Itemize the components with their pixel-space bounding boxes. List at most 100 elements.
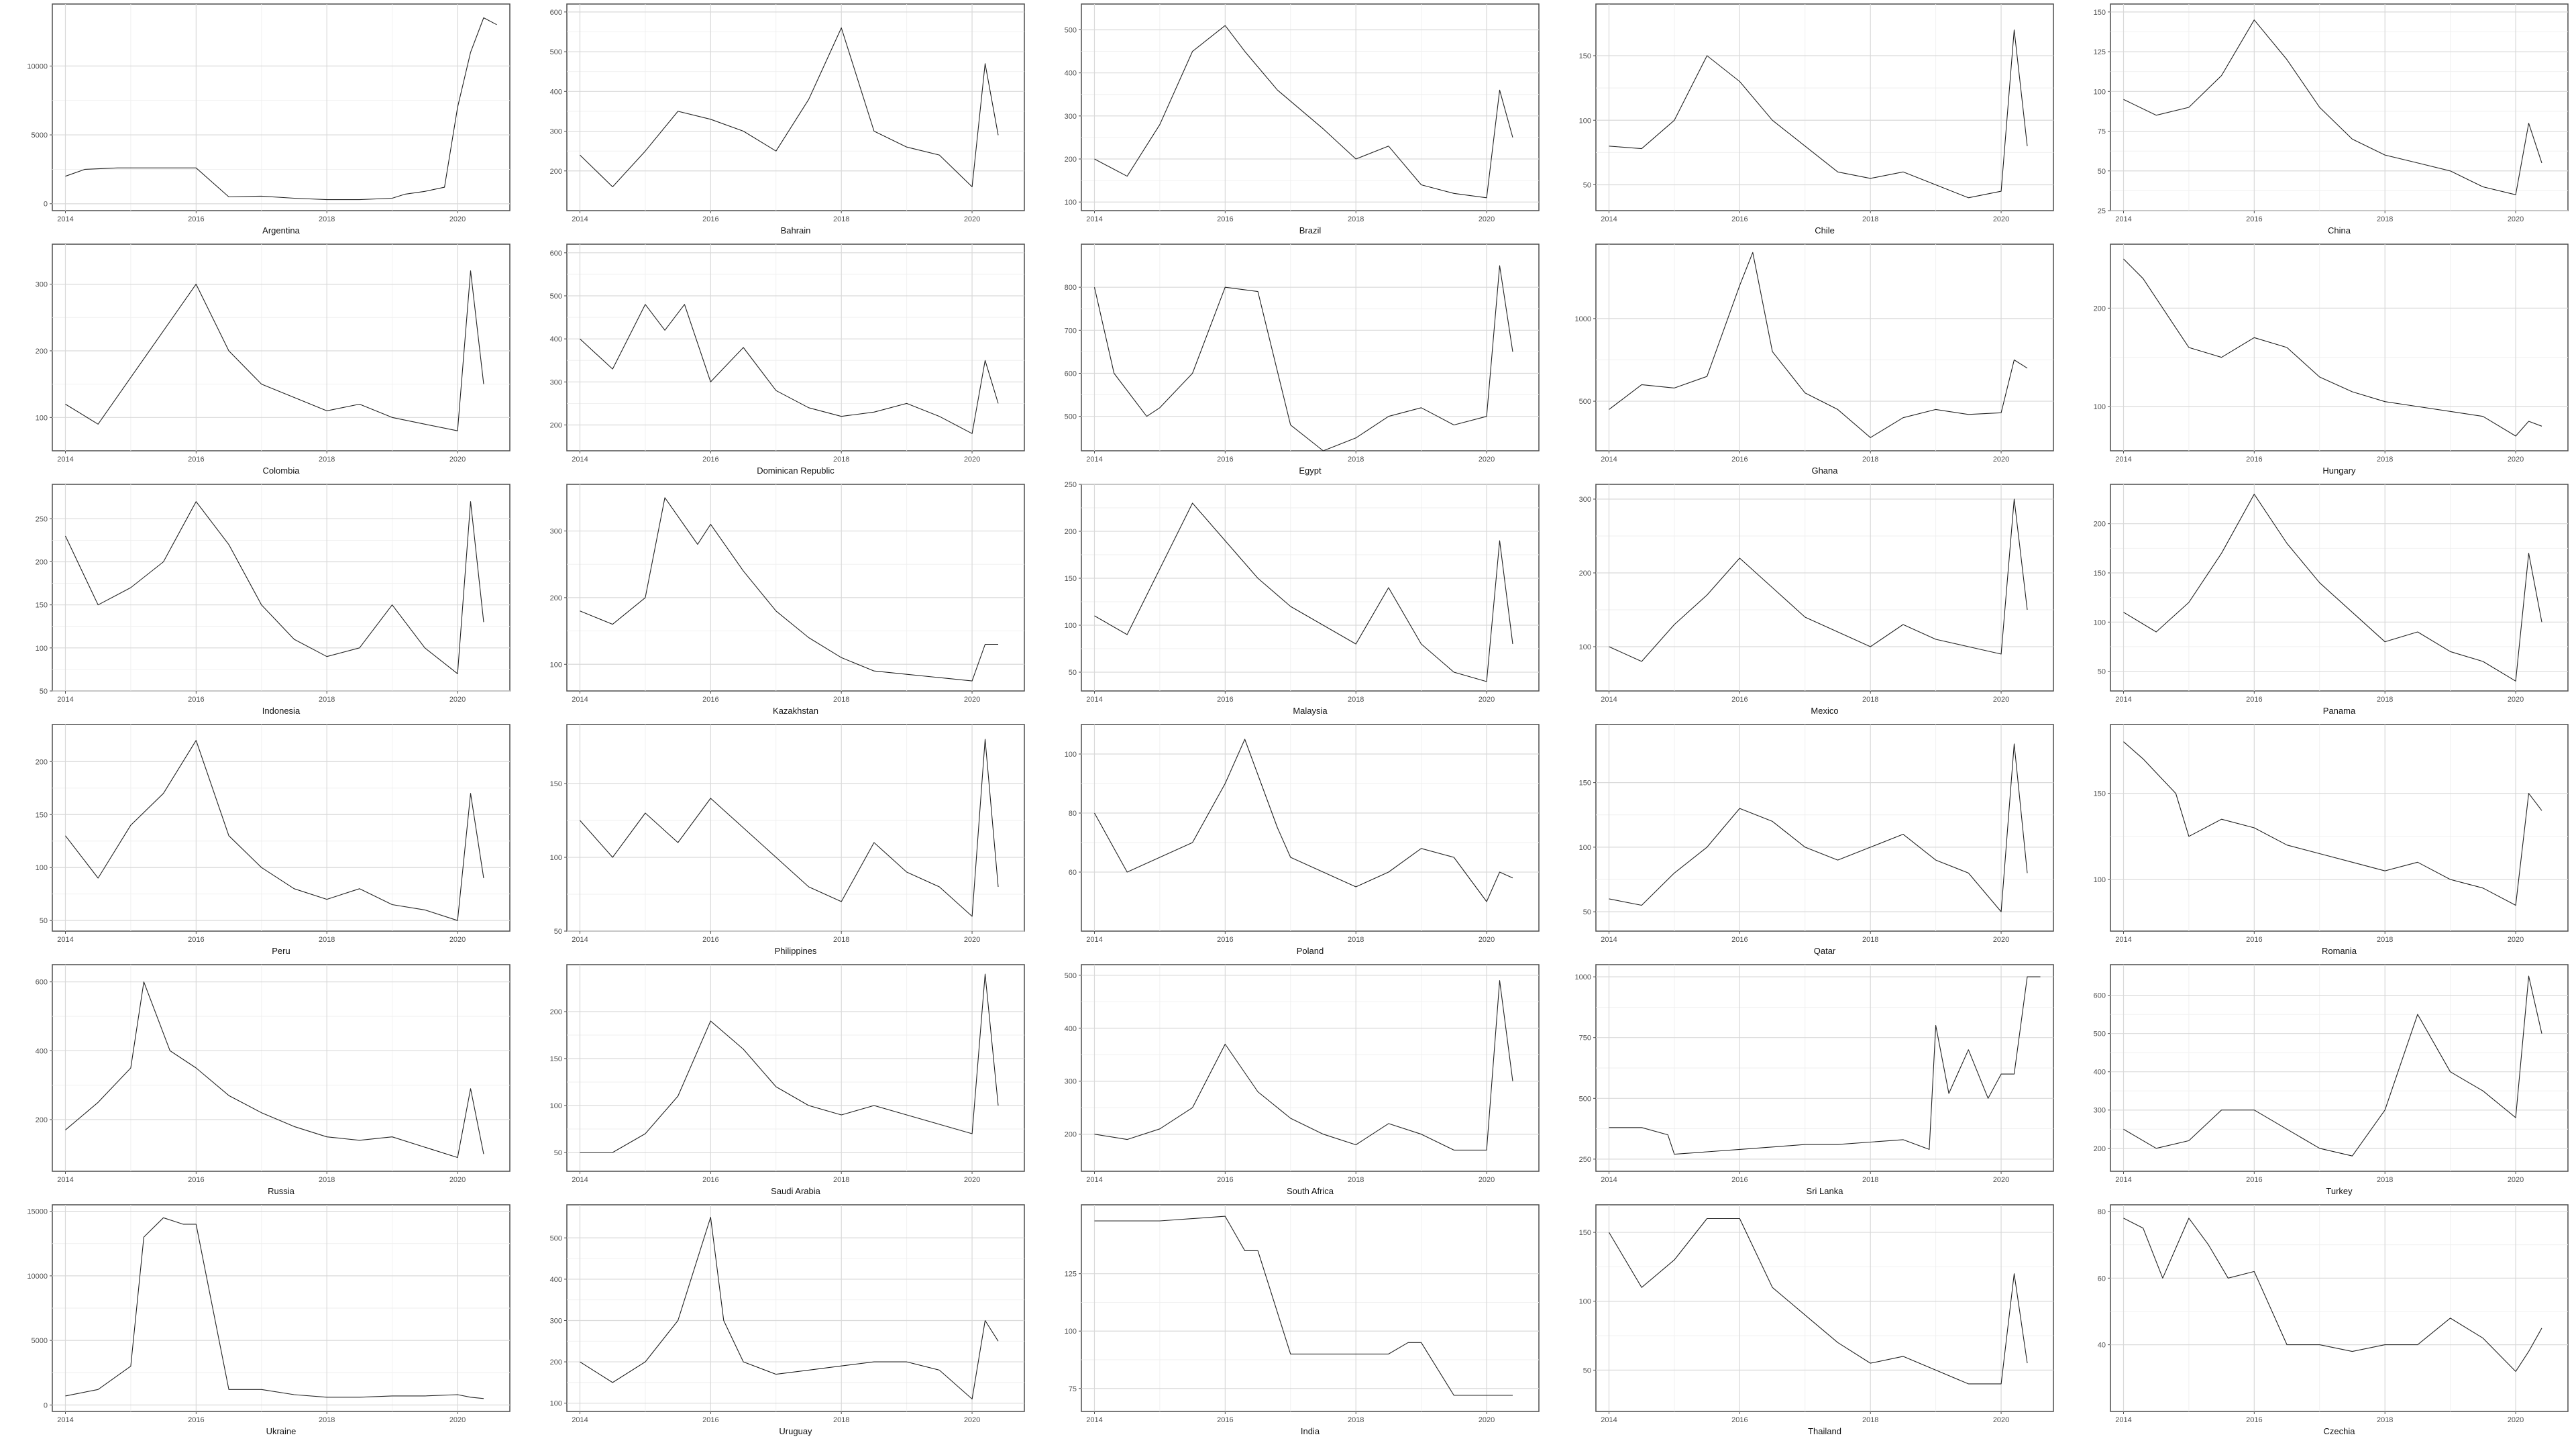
series-line: [1094, 25, 1513, 199]
chart-svg: 100 200 300 400 500 2014 2016 2018 2020: [550, 1204, 1025, 1424]
chart-panel: 200 400 600 2014 2016 2018 2020 Russia: [5, 963, 515, 1203]
panel-frame: [52, 3, 511, 211]
y-tick-label: 40: [2098, 1342, 2106, 1350]
chart-svg: 100 200 300 2014 2016 2018 2020: [1579, 484, 2054, 704]
x-tick-label: 2018: [833, 1176, 849, 1184]
y-tick-label: 500: [2094, 1030, 2106, 1038]
panel-title: India: [1300, 1426, 1320, 1436]
x-tick-label: 2020: [964, 1176, 980, 1184]
x-tick-label: 2018: [833, 1416, 849, 1424]
x-tick-label: 2016: [1217, 696, 1233, 704]
panel-title: Bahrain: [780, 225, 811, 235]
x-tick-label: 2014: [1086, 1416, 1102, 1424]
panel-title: Saudi Arabia: [771, 1186, 820, 1196]
x-tick-label: 2016: [1731, 1176, 1748, 1184]
panel-title: Ukraine: [266, 1426, 297, 1436]
panel-frame: [566, 484, 1025, 692]
panel-frame: [52, 964, 511, 1172]
chart-panel: 200 300 400 500 600 2014 2016 2018 2020 Bahrain: [520, 3, 1030, 243]
x-tick-label: 2014: [2115, 696, 2131, 704]
y-tick-label: 500: [550, 1234, 562, 1242]
chart-panel: 100 200 2014 2016 2018 2020 Hungary: [2063, 243, 2573, 483]
panel-title: Russia: [268, 1186, 294, 1196]
series-line: [580, 1216, 999, 1400]
x-tick-label: 2020: [2508, 1416, 2524, 1424]
panel-title: Ghana: [1811, 466, 1838, 476]
x-tick-label: 2016: [188, 455, 204, 464]
y-tick-label: 300: [36, 281, 48, 289]
y-tick-label: 200: [36, 758, 48, 766]
x-tick-label: 2020: [1479, 455, 1495, 464]
panel-frame: [1081, 964, 1540, 1172]
y-tick-label: 100: [2094, 88, 2106, 96]
series-line: [1094, 1216, 1513, 1396]
y-tick-label: 50: [1069, 669, 1077, 677]
chart-panel: 75 100 125 2014 2016 2018 2020 India: [1034, 1203, 1544, 1444]
chart-panel: 50 100 150 2014 2016 2018 2020 Qatar: [1549, 723, 2059, 963]
panel-frame: [52, 484, 511, 692]
series-line: [1609, 29, 2028, 199]
panel-title: Dominican Republic: [757, 466, 835, 476]
chart-svg: 100 200 300 2014 2016 2018 2020: [550, 484, 1025, 704]
chart-panel: 200 300 400 500 600 2014 2016 2018 2020 Turkey: [2063, 963, 2573, 1203]
series-line: [580, 497, 998, 682]
series-line: [2123, 741, 2542, 906]
x-tick-label: 2020: [1479, 696, 1495, 704]
x-tick-label: 2018: [1348, 1176, 1364, 1184]
y-tick-label: 100: [1065, 751, 1077, 759]
chart-svg: 200 400 600 2014 2016 2018 2020: [36, 964, 511, 1184]
y-tick-label: 250: [1579, 1156, 1591, 1164]
panel-frame: [2110, 1204, 2569, 1412]
series-line: [65, 1217, 484, 1399]
chart-svg: 50 100 150 2014 2016 2018 2020: [550, 724, 1025, 944]
x-tick-label: 2016: [702, 215, 718, 223]
x-tick-label: 2014: [57, 1176, 73, 1184]
x-tick-label: 2014: [57, 455, 73, 464]
chart-panel: 100 200 300 400 500 2014 2016 2018 2020 Brazil: [1034, 3, 1544, 243]
y-tick-label: 50: [554, 1149, 562, 1157]
chart-panel: 100 200 300 400 500 2014 2016 2018 2020 Uruguay: [520, 1203, 1030, 1444]
y-tick-label: 400: [550, 1276, 562, 1284]
y-tick-label: 0: [44, 201, 48, 209]
y-tick-label: 10000: [27, 1273, 48, 1281]
x-tick-label: 2020: [1479, 1176, 1495, 1184]
y-tick-label: 100: [36, 864, 48, 872]
panel-frame: [1595, 724, 2054, 932]
x-tick-label: 2014: [1086, 455, 1102, 464]
x-tick-label: 2016: [188, 1176, 204, 1184]
chart-panel: 250 500 750 1000 2014 2016 2018 2020 Sri Lanka: [1549, 963, 2059, 1203]
y-tick-label: 50: [554, 928, 562, 936]
x-tick-label: 2018: [1348, 1416, 1364, 1424]
x-tick-label: 2014: [57, 1416, 73, 1424]
series-line: [580, 973, 999, 1153]
x-tick-label: 2018: [319, 215, 335, 223]
y-tick-label: 100: [1579, 844, 1591, 852]
x-tick-label: 2016: [2246, 1176, 2262, 1184]
x-tick-label: 2020: [449, 696, 466, 704]
panel-frame: [566, 1204, 1025, 1412]
series-line: [2123, 975, 2542, 1157]
y-tick-label: 200: [36, 347, 48, 356]
chart-panel: 0 5000 10000 2014 2016 2018 2020 Argentina: [5, 3, 515, 243]
panel-title: Brazil: [1299, 225, 1322, 235]
x-tick-label: 2016: [702, 936, 718, 944]
y-tick-label: 250: [1065, 481, 1077, 489]
x-tick-label: 2020: [964, 1416, 980, 1424]
x-tick-label: 2014: [1601, 215, 1617, 223]
y-tick-label: 150: [1579, 1229, 1591, 1237]
x-tick-label: 2014: [1601, 455, 1617, 464]
y-tick-label: 5000: [32, 131, 48, 140]
chart-panel: 0 5000 10000 15000 2014 2016 2018 2020 Ukraine: [5, 1203, 515, 1444]
chart-svg: 40 60 80 2014 2016 2018 2020: [2098, 1204, 2569, 1424]
y-tick-label: 50: [1583, 908, 1591, 916]
y-tick-label: 600: [36, 979, 48, 987]
x-tick-label: 2016: [188, 215, 204, 223]
y-tick-label: 100: [550, 661, 562, 669]
panel-title: Egypt: [1299, 466, 1322, 476]
x-tick-label: 2016: [188, 936, 204, 944]
x-tick-label: 2020: [2508, 455, 2524, 464]
chart-panel: 25 50 75 100 125 150 2014 2016 2018 2020 China: [2063, 3, 2573, 243]
y-tick-label: 100: [1065, 1328, 1077, 1336]
x-tick-label: 2018: [833, 696, 849, 704]
y-tick-label: 150: [550, 780, 562, 788]
